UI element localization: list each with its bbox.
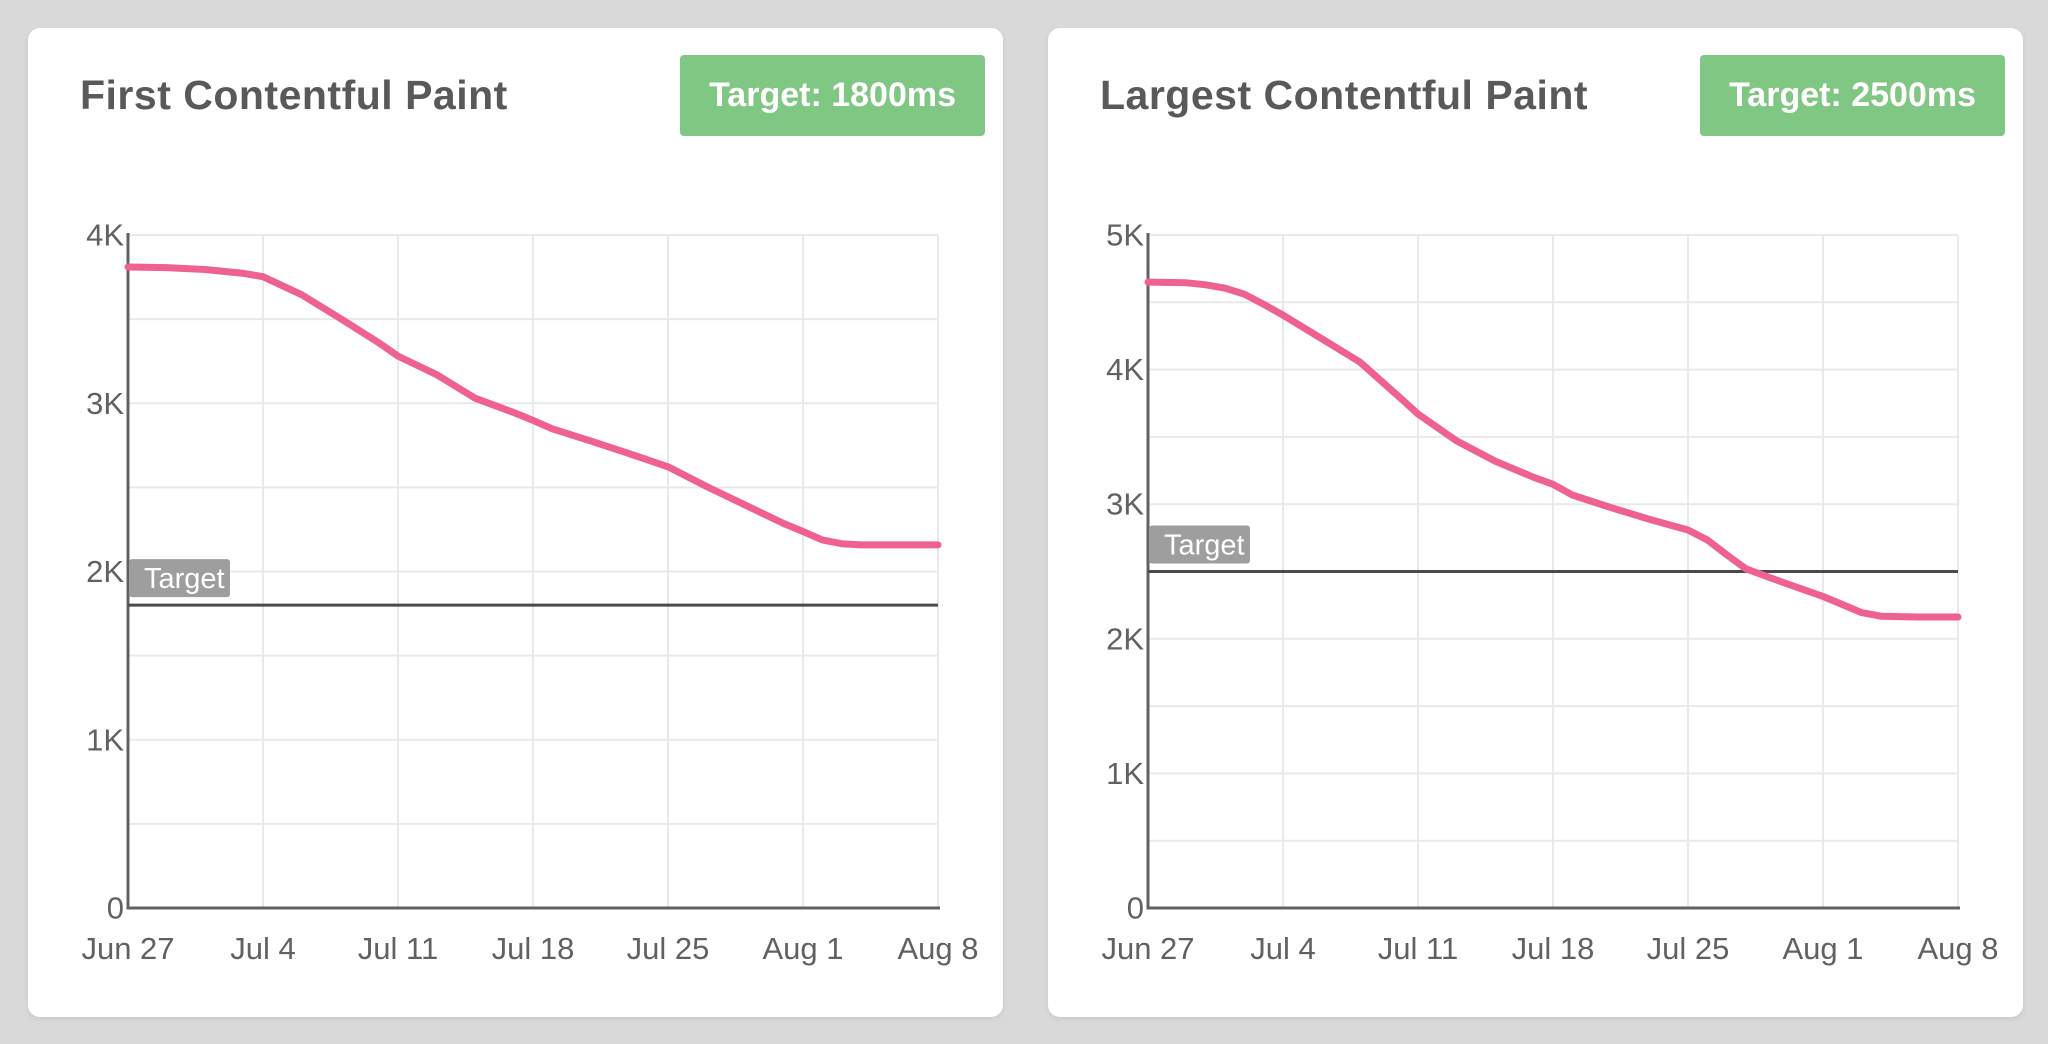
fcp-chart: 0 1K 2K 3K 4K Jun 27 Jul 4 Jul 11 Jul 18 Jul 25 Au…	[81, 218, 978, 967]
svg-text:Jul 11: Jul 11	[1378, 931, 1458, 966]
svg-text:1K: 1K	[86, 722, 124, 757]
fcp-chart-title: First Contentful Paint	[80, 72, 508, 118]
svg-text:2K: 2K	[86, 554, 124, 589]
svg-text:Aug 8: Aug 8	[897, 931, 978, 966]
svg-text:Jul 11: Jul 11	[358, 931, 438, 966]
svg-text:Aug 1: Aug 1	[762, 931, 843, 966]
svg-text:0: 0	[1127, 891, 1144, 926]
svg-text:Target: Target	[1164, 530, 1245, 562]
lcp-chart: 0 1K 2K 3K 4K 5K Jun 27 Jul 4 Jul 11 Jul 18 Jul 25…	[1101, 218, 1998, 967]
svg-text:3K: 3K	[86, 386, 124, 421]
lcp-card: Largest Contentful Paint Target: 2500ms …	[1048, 28, 2023, 1017]
svg-text:2K: 2K	[1106, 621, 1144, 656]
svg-text:Aug 8: Aug 8	[1917, 931, 1998, 966]
svg-text:4K: 4K	[1106, 352, 1144, 387]
fcp-card: First Contentful Paint Target: 1800ms 0 1…	[28, 28, 1003, 1017]
svg-text:Jul 4: Jul 4	[230, 931, 295, 966]
svg-text:1K: 1K	[1106, 756, 1144, 791]
svg-text:Jul 4: Jul 4	[1250, 931, 1315, 966]
svg-text:Target: Target	[144, 563, 225, 595]
svg-text:Jul 18: Jul 18	[492, 931, 575, 966]
svg-text:Jul 18: Jul 18	[1512, 931, 1595, 966]
svg-text:Jun 27: Jun 27	[1101, 931, 1194, 966]
svg-text:4K: 4K	[86, 218, 124, 253]
svg-text:0: 0	[107, 891, 124, 926]
lcp-chart-title: Largest Contentful Paint	[1100, 72, 1589, 118]
svg-text:Aug 1: Aug 1	[1782, 931, 1863, 966]
svg-text:Jun 27: Jun 27	[81, 931, 174, 966]
svg-text:3K: 3K	[1106, 487, 1144, 522]
svg-text:5K: 5K	[1106, 218, 1144, 253]
fcp-target-badge: Target: 1800ms	[680, 55, 985, 136]
svg-text:Jul 25: Jul 25	[1647, 931, 1730, 966]
svg-text:Jul 25: Jul 25	[627, 931, 710, 966]
lcp-target-badge: Target: 2500ms	[1700, 55, 2005, 136]
